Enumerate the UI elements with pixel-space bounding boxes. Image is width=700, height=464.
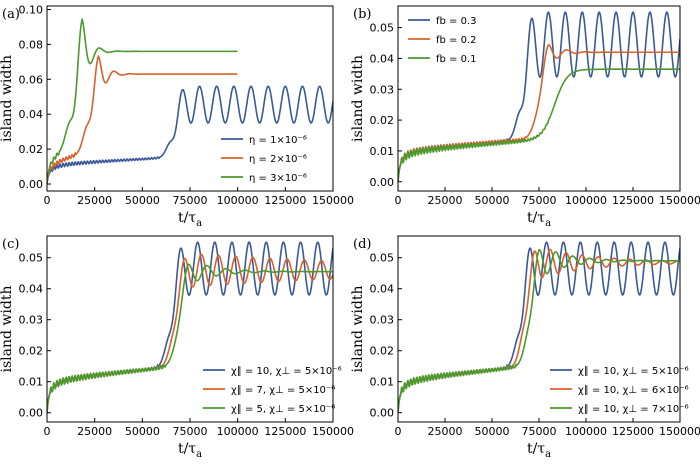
legend-label: fb = 0.3 bbox=[436, 16, 477, 27]
x-tick-label: 75000 bbox=[173, 425, 208, 438]
x-tick-label: 125000 bbox=[264, 194, 306, 207]
panel-c: 0 25000 50000 75000 100000 125000 150000 0.00 0.… bbox=[0, 235, 354, 460]
x-axis-label: t/τa bbox=[178, 441, 202, 459]
legend-label: χ∥ = 5, χ⊥ = 5×10⁻⁶ bbox=[231, 404, 335, 415]
y-tick-label: 0.06 bbox=[19, 73, 44, 86]
y-tick-label: 0.02 bbox=[19, 345, 44, 358]
legend-label: η = 3×10⁻⁶ bbox=[249, 173, 307, 184]
legend-label: fb = 0.2 bbox=[436, 35, 477, 46]
legend: fb = 0.3 fb = 0.2 fb = 0.1 bbox=[408, 16, 477, 65]
x-tick-label: 150000 bbox=[659, 194, 700, 207]
x-tick-label: 125000 bbox=[264, 425, 306, 438]
x-tick-label: 50000 bbox=[125, 425, 160, 438]
y-tick-label: 0.03 bbox=[370, 314, 395, 327]
panel-a: 0 25000 50000 75000 100000 125000 150000 0.00 0.… bbox=[0, 3, 354, 229]
x-tick-label: 50000 bbox=[125, 194, 160, 207]
y-tick-label: 0.02 bbox=[370, 345, 395, 358]
y-tick-label: 0.01 bbox=[370, 376, 395, 389]
legend-label: η = 1×10⁻⁶ bbox=[249, 135, 307, 146]
y-tick-label: 0.04 bbox=[19, 108, 44, 121]
series-line-3 bbox=[47, 263, 333, 413]
y-tick-label: 0.02 bbox=[19, 143, 44, 156]
series-line-3 bbox=[398, 248, 680, 413]
y-tick-label: 0.08 bbox=[19, 38, 44, 51]
x-axis-label: t/τa bbox=[527, 210, 551, 229]
y-tick-label: 0.10 bbox=[19, 3, 44, 16]
x-tick-label: 0 bbox=[395, 425, 402, 438]
legend: χ∥ = 10, χ⊥ = 5×10⁻⁶ χ∥ = 10, χ⊥ = 6×10⁻⁶… bbox=[550, 366, 689, 415]
legend-label: χ∥ = 7, χ⊥ = 5×10⁻⁶ bbox=[231, 385, 335, 396]
y-tick-label: 0.05 bbox=[19, 252, 44, 265]
panel-d: 0 25000 50000 75000 100000 125000 150000 0.00 0.… bbox=[350, 235, 700, 460]
legend-label: η = 2×10⁻⁶ bbox=[249, 154, 307, 165]
x-axis-label: t/τa bbox=[527, 441, 551, 459]
series-line-3 bbox=[47, 17, 238, 185]
x-tick-label: 100000 bbox=[217, 425, 259, 438]
y-tick-label: 0.00 bbox=[370, 407, 395, 420]
legend-label: χ∥ = 10, χ⊥ = 5×10⁻⁶ bbox=[578, 366, 689, 377]
y-tick-label: 0.00 bbox=[19, 178, 44, 191]
x-tick-label: 50000 bbox=[475, 425, 510, 438]
series-line-3 bbox=[398, 68, 680, 182]
panel-label: (b) bbox=[353, 7, 371, 22]
panel-b: 0 25000 50000 75000 100000 125000 150000 0.00 0.… bbox=[350, 5, 700, 229]
y-tick-label: 0.05 bbox=[370, 22, 395, 35]
y-tick-label: 0.00 bbox=[19, 407, 44, 420]
x-tick-label: 125000 bbox=[612, 425, 654, 438]
y-tick-label: 0.04 bbox=[370, 283, 395, 296]
x-tick-label: 75000 bbox=[173, 194, 208, 207]
x-tick-label: 125000 bbox=[612, 194, 654, 207]
x-tick-label: 50000 bbox=[475, 194, 510, 207]
legend: η = 1×10⁻⁶ η = 2×10⁻⁶ η = 3×10⁻⁶ bbox=[221, 135, 307, 184]
x-tick-label: 25000 bbox=[428, 194, 463, 207]
x-tick-label: 150000 bbox=[312, 194, 354, 207]
legend: χ∥ = 10, χ⊥ = 5×10⁻⁶ χ∥ = 7, χ⊥ = 5×10⁻⁶ χ… bbox=[203, 366, 342, 415]
legend-label: χ∥ = 10, χ⊥ = 6×10⁻⁶ bbox=[578, 385, 689, 396]
x-tick-label: 100000 bbox=[565, 425, 607, 438]
y-tick-label: 0.03 bbox=[370, 83, 395, 96]
y-axis-label: island width bbox=[350, 286, 366, 373]
x-tick-label: 0 bbox=[44, 194, 51, 207]
x-tick-label: 75000 bbox=[522, 194, 557, 207]
panel-label: (c) bbox=[2, 237, 19, 252]
y-tick-label: 0.04 bbox=[370, 52, 395, 65]
x-tick-label: 150000 bbox=[659, 425, 700, 438]
x-tick-label: 25000 bbox=[428, 425, 463, 438]
x-tick-label: 0 bbox=[395, 194, 402, 207]
y-tick-label: 0.04 bbox=[19, 283, 44, 296]
y-tick-label: 0.00 bbox=[370, 176, 395, 189]
x-tick-label: 25000 bbox=[77, 425, 112, 438]
y-tick-label: 0.01 bbox=[370, 145, 395, 158]
y-tick-label: 0.05 bbox=[370, 252, 395, 265]
x-axis-label: t/τa bbox=[178, 210, 202, 229]
x-tick-label: 0 bbox=[44, 425, 51, 438]
series-line-1 bbox=[47, 85, 333, 185]
x-tick-label: 75000 bbox=[522, 425, 557, 438]
y-tick-label: 0.01 bbox=[19, 376, 44, 389]
y-axis-label: island width bbox=[0, 55, 15, 142]
panel-label: (a) bbox=[2, 7, 20, 22]
y-axis-label: island width bbox=[0, 286, 15, 373]
series-line-2 bbox=[398, 44, 680, 182]
panel-label: (d) bbox=[353, 237, 371, 252]
legend-label: fb = 0.1 bbox=[436, 54, 477, 65]
legend-label: χ∥ = 10, χ⊥ = 7×10⁻⁶ bbox=[578, 404, 689, 415]
x-tick-label: 150000 bbox=[312, 425, 354, 438]
x-tick-label: 25000 bbox=[77, 194, 112, 207]
x-tick-label: 100000 bbox=[217, 194, 259, 207]
y-axis-label: island width bbox=[350, 55, 366, 142]
y-tick-label: 0.03 bbox=[19, 314, 44, 327]
series-line-2 bbox=[47, 54, 238, 185]
y-tick-label: 0.02 bbox=[370, 114, 395, 127]
legend-label: χ∥ = 10, χ⊥ = 5×10⁻⁶ bbox=[231, 366, 342, 377]
x-tick-label: 100000 bbox=[565, 194, 607, 207]
